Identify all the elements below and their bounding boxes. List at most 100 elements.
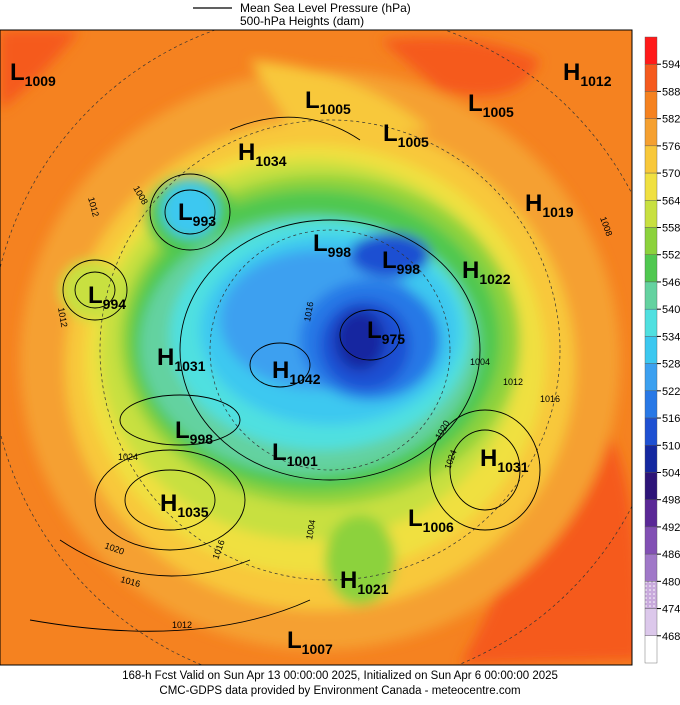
center-kind: L (287, 627, 302, 654)
pressure-center: L998 (175, 417, 213, 447)
center-kind: H (160, 490, 177, 517)
colorbar-tick-label: 516 (662, 413, 680, 425)
colorbar-segment (644, 526, 658, 555)
colorbar-tick-label: 582 (662, 114, 680, 126)
center-value: 1012 (580, 73, 611, 89)
center-value: 1005 (398, 134, 429, 150)
pressure-center: L1005 (305, 87, 351, 117)
colorbar-tick-label: 570 (662, 168, 680, 180)
center-kind: H (525, 190, 542, 217)
colorbar-segment (644, 64, 658, 92)
pressure-center: L975 (367, 317, 405, 347)
pressure-center: L994 (88, 282, 126, 312)
colorbar-segment (644, 390, 658, 419)
center-kind: L (468, 90, 483, 117)
colorbar: 594 588 582 576 570 564 558 552 546 540 534 528 522 5… (644, 36, 680, 664)
colorbar-tick-label: 498 (662, 495, 680, 507)
colorbar-tick-label: 522 (662, 386, 680, 398)
colorbar-tick-label: 486 (662, 549, 680, 561)
pressure-center: H1031 (157, 344, 206, 374)
isobar-label: 1004 (470, 357, 490, 367)
pressure-center: L1001 (272, 439, 318, 469)
colorbar-tick-label: 480 (662, 576, 680, 588)
center-kind: H (462, 257, 479, 284)
isobar-label: 1016 (540, 394, 560, 404)
center-value: 1042 (289, 371, 320, 387)
center-value: 998 (190, 431, 214, 447)
isobars (29, 116, 541, 632)
height-field (0, 30, 632, 665)
pressure-centers: L1009L1005H1012L1005L1005H1034L993H1019L… (10, 59, 612, 657)
pressure-center: H1019 (525, 190, 574, 220)
colorbar-segment (644, 499, 658, 528)
pressure-center: L1007 (287, 627, 333, 657)
colorbar-segment (644, 635, 658, 664)
center-kind: L (313, 230, 328, 257)
pressure-center: L993 (178, 199, 216, 229)
center-kind: L (305, 87, 320, 114)
pressure-center: L998 (313, 230, 351, 260)
center-value: 1001 (287, 453, 318, 469)
pressure-center: H1012 (563, 59, 612, 89)
colorbar-segment (644, 200, 658, 228)
isobar-label: 1012 (503, 377, 523, 387)
colorbar-segment (644, 445, 658, 473)
footer-text: 168-h Fcst Valid on Sun Apr 13 00:00:00 … (122, 670, 558, 682)
isobar-label: 1024 (118, 452, 138, 462)
colorbar-tick-label: 540 (662, 304, 680, 316)
center-value: 975 (382, 331, 406, 347)
pressure-center: L1005 (383, 120, 429, 150)
colorbar-segment (644, 281, 658, 310)
colorbar-segment (644, 227, 658, 255)
colorbar-segment (644, 581, 658, 609)
center-kind: L (383, 120, 398, 147)
colorbar-tick-label: 558 (662, 223, 680, 235)
colorbar-segment (644, 472, 658, 500)
footer-text: CMC-GDPS data provided by Environment Ca… (159, 685, 520, 697)
center-kind: H (563, 59, 580, 86)
colorbar-segment (644, 608, 658, 636)
pressure-center: L1006 (408, 505, 454, 535)
center-value: 994 (103, 296, 127, 312)
center-kind: L (10, 59, 25, 86)
isobar-label: 1004 (304, 519, 317, 540)
colorbar-tick-label: 552 (662, 250, 680, 262)
colorbar-tick-label: 588 (662, 86, 680, 98)
colorbar-segment (644, 91, 658, 119)
center-kind: L (272, 439, 287, 466)
center-value: 1021 (357, 581, 388, 597)
center-value: 1031 (174, 358, 205, 374)
center-value: 1007 (302, 641, 333, 657)
colorbar-segment (644, 145, 658, 174)
center-value: 993 (193, 213, 217, 229)
isobar-label: 1012 (172, 620, 192, 630)
center-kind: L (408, 505, 423, 532)
colorbar-tick-label: 564 (662, 195, 680, 207)
colorbar-segment (644, 553, 658, 582)
map-area (0, 30, 632, 665)
colorbar-tick-label: 468 (662, 631, 680, 643)
center-kind: L (88, 282, 103, 309)
colorbar-segment (644, 336, 658, 364)
center-kind: H (480, 445, 497, 472)
center-value: 1019 (542, 204, 573, 220)
latitude-circles (0, 30, 632, 665)
pressure-center: H1042 (272, 357, 321, 387)
center-value: 1031 (497, 459, 528, 475)
colorbar-segment (644, 308, 658, 337)
center-kind: H (157, 344, 174, 371)
center-kind: L (367, 317, 382, 344)
center-kind: H (340, 567, 357, 594)
center-value: 1034 (255, 153, 286, 169)
colorbar-tick-label: 576 (662, 141, 680, 153)
center-kind: L (178, 199, 193, 226)
colorbar-segment (644, 118, 658, 147)
map-frame (0, 29, 633, 666)
isobar-label: 1012 (56, 307, 69, 328)
center-value: 998 (328, 244, 352, 260)
pressure-center: L998 (382, 247, 420, 277)
colorbar-tick-label: 510 (662, 440, 680, 452)
pressure-center: L1005 (468, 90, 514, 120)
colorbar-segment (644, 36, 658, 65)
